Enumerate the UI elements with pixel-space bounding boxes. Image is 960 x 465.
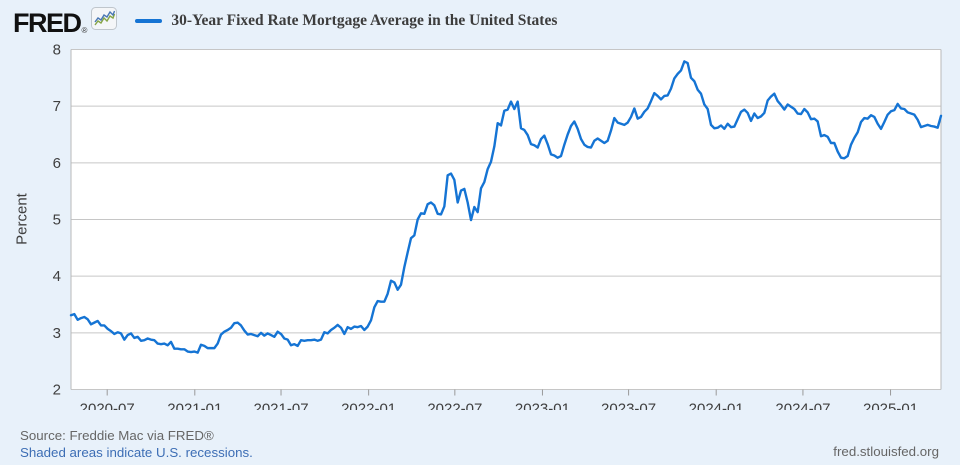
fred-logo[interactable]: FRED ® [13, 6, 118, 38]
x-axis-tick-label: 2021-01 [167, 401, 222, 411]
source-attribution: Source: Freddie Mac via FRED® [20, 428, 214, 443]
y-axis-tick-label: 7 [53, 98, 61, 115]
y-axis-tick-label: 3 [53, 325, 61, 342]
x-axis-tick-label: 2024-07 [775, 401, 830, 411]
x-axis-tick-label: 2025-01 [863, 401, 918, 411]
y-axis-tick-label: 5 [53, 212, 61, 229]
y-axis-tick-label: 2 [53, 382, 61, 399]
y-axis-tick-label: 6 [53, 155, 61, 172]
rate-chart-svg: 2 3 4 5 6 7 8 2020-07 2021-01 2021-07 2022-01 2022-… [53, 42, 943, 418]
y-axis-tick-label: 4 [53, 268, 61, 285]
x-axis-tick-label: 2020-07 [80, 401, 135, 411]
y-axis-tick-label: 8 [53, 42, 61, 59]
fred-logo-text: FRED [13, 7, 82, 38]
series-title[interactable]: 30-Year Fixed Rate Mortgage Average in t… [171, 12, 558, 29]
x-axis-tick-label: 2023-07 [601, 401, 656, 411]
chart-header: FRED ® 30-Year Fixed Rate Mortgage Avera… [13, 6, 557, 36]
legend-line-swatch [135, 19, 163, 23]
recession-note-link[interactable]: Shaded areas indicate U.S. recessions. [20, 444, 253, 460]
chart-footer: Source: Freddie Mac via FRED® Shaded are… [20, 428, 253, 461]
x-axis-tick-label: 2022-07 [427, 401, 482, 411]
sparkline-chart-icon [91, 6, 118, 35]
registered-trademark: ® [81, 25, 88, 35]
chart-area: Percent 2 3 4 5 6 7 8 2020-07 2021-01 2021-07 2022… [0, 38, 960, 418]
y-axis-title: Percent [13, 193, 31, 245]
mortgage-rate-line[interactable] [69, 60, 943, 354]
x-axis-tick-label: 2021-07 [253, 401, 308, 411]
x-axis-tick-label: 2024-01 [689, 401, 744, 411]
fred-site-link[interactable]: fred.stlouisfed.org [833, 444, 939, 459]
x-axis-tick-label: 2022-01 [341, 401, 396, 411]
chart-legend: 30-Year Fixed Rate Mortgage Average in t… [135, 12, 557, 30]
x-axis-tick-label: 2023-01 [515, 401, 570, 411]
